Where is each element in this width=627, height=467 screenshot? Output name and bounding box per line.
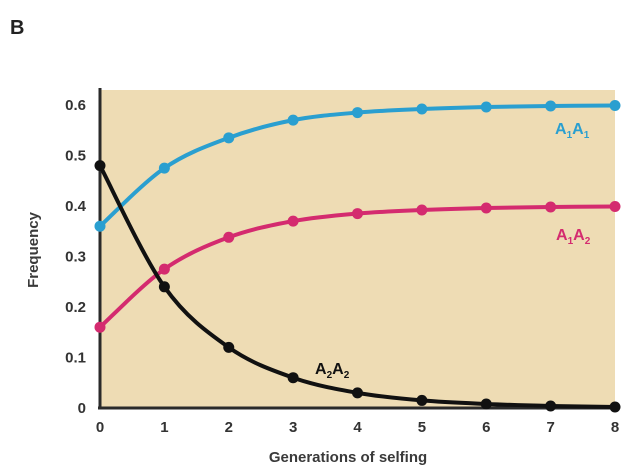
x-axis-title: Generations of selfing (269, 449, 427, 466)
x-axis-ticks: 0 1 2 3 4 5 6 7 8 (96, 419, 619, 436)
data-point (609, 201, 621, 213)
data-point (287, 372, 299, 384)
data-point (352, 107, 363, 119)
y-tick-label: 0.4 (65, 198, 87, 215)
data-point (287, 215, 299, 227)
x-tick-label: 8 (611, 419, 619, 436)
data-point (223, 132, 235, 144)
y-tick-label: 0.6 (65, 97, 86, 114)
y-tick-label: 0.5 (65, 148, 86, 165)
data-point (158, 162, 170, 174)
data-point (416, 204, 428, 216)
x-tick-label: 7 (546, 419, 554, 436)
y-tick-label: 0 (78, 400, 86, 417)
x-tick-label: 0 (96, 419, 104, 436)
data-point (480, 202, 492, 214)
x-tick-label: 2 (225, 419, 233, 436)
series-label-a1a1: A1A1 (555, 121, 590, 141)
data-point (480, 101, 492, 113)
data-point (609, 100, 621, 112)
panel-label: B (10, 17, 24, 39)
data-point (545, 100, 557, 112)
data-point (223, 231, 235, 243)
data-point (94, 220, 106, 232)
y-tick-label: 0.1 (65, 350, 86, 367)
plot-background (100, 90, 615, 408)
data-point (416, 103, 428, 115)
data-point (94, 160, 106, 172)
data-point (416, 394, 428, 406)
y-tick-label: 0.3 (65, 249, 86, 266)
data-point (287, 114, 299, 126)
x-tick-label: 6 (482, 419, 490, 436)
y-axis-title: Frequency (25, 211, 42, 288)
data-point (352, 208, 363, 220)
data-point (223, 341, 235, 353)
x-tick-label: 5 (418, 419, 426, 436)
data-point (158, 281, 170, 293)
y-axis-ticks: 0 0.1 0.2 0.3 0.4 0.5 0.6 (65, 97, 87, 417)
series-group (94, 100, 621, 413)
series-label-a2a2: A2A2 (315, 361, 350, 381)
data-point (609, 401, 621, 413)
x-tick-label: 4 (353, 419, 362, 436)
x-tick-label: 1 (160, 419, 168, 436)
data-point (545, 201, 557, 213)
data-point (94, 321, 106, 333)
y-tick-label: 0.2 (65, 299, 86, 316)
series-label-a1a2: A1A2 (556, 227, 591, 247)
data-point (158, 263, 170, 275)
data-point (352, 387, 363, 399)
data-point (545, 400, 557, 412)
x-tick-label: 3 (289, 419, 297, 436)
data-point (480, 398, 492, 410)
